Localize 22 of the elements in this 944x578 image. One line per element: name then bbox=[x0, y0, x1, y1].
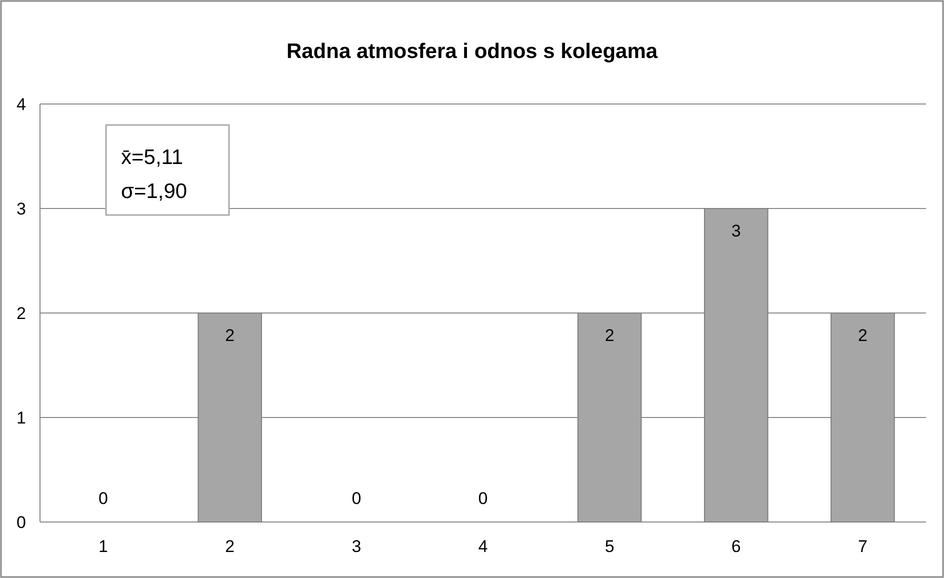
data-label: 0 bbox=[352, 489, 362, 508]
x-tick-label: 3 bbox=[352, 537, 362, 556]
x-tick-label: 5 bbox=[604, 537, 614, 556]
x-tick-label: 2 bbox=[225, 537, 235, 556]
data-label: 3 bbox=[731, 222, 741, 240]
annotation: x̄=5,11 bbox=[121, 146, 184, 169]
data-label: 0 bbox=[478, 489, 488, 508]
x-tick-label: 1 bbox=[98, 537, 108, 556]
y-tick-label: 2 bbox=[16, 304, 26, 323]
data-label: 2 bbox=[225, 326, 235, 345]
x-tick-label: 4 bbox=[478, 537, 488, 556]
y-tick-label: 4 bbox=[16, 94, 26, 114]
data-label: 0 bbox=[98, 489, 108, 508]
data-label: 2 bbox=[604, 326, 614, 345]
x-tick-label: 7 bbox=[858, 537, 868, 556]
y-tick-label: 3 bbox=[16, 199, 26, 218]
x-tick-label: 6 bbox=[731, 537, 741, 556]
annotation: σ=1,90 bbox=[121, 180, 188, 203]
y-tick-label: 1 bbox=[16, 408, 26, 428]
data-label: 2 bbox=[858, 326, 868, 345]
chart-title: Radna atmosfera i odnos s kolegama bbox=[286, 40, 658, 63]
y-tick-label: 0 bbox=[16, 512, 26, 532]
